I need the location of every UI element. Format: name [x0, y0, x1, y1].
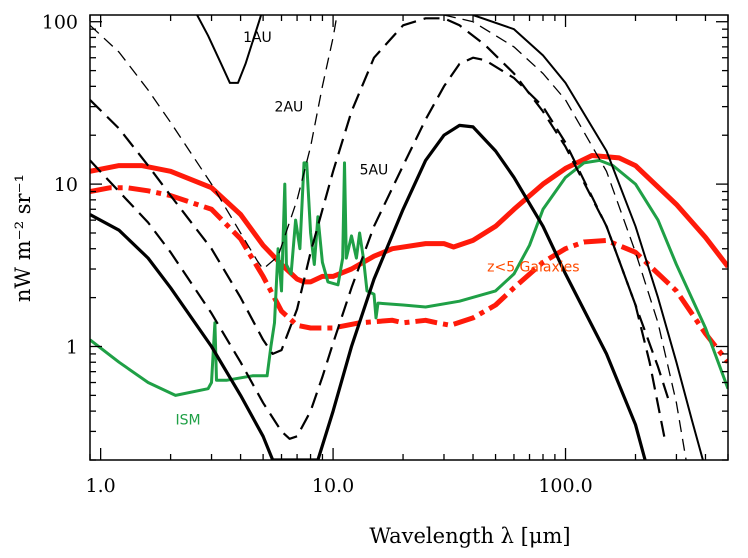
series-line-8	[443, 15, 687, 460]
y-tick-label: 100	[42, 12, 78, 34]
y-tick-label: 10	[54, 174, 78, 196]
y-axis-title: nW m⁻² sr⁻¹	[11, 174, 35, 302]
series-line-1	[90, 185, 728, 364]
x-axis-title: Wavelength λ [μm]	[369, 524, 570, 548]
x-tick-label: 100.0	[538, 475, 592, 497]
labels-layer: 1.0 10.0 100.0 1 10 100	[42, 12, 593, 497]
series-line-2	[90, 158, 728, 397]
series-line-3	[196, 15, 263, 84]
x-tick-label: 1.0	[86, 475, 116, 497]
series-line-0	[90, 153, 728, 285]
plot-frame	[89, 14, 729, 461]
x-tick-label: 10.0	[312, 475, 354, 497]
ticks-layer	[89, 15, 729, 461]
series-line-4	[90, 15, 338, 270]
series-layer	[90, 15, 728, 460]
series-line-5	[90, 17, 671, 404]
series-line-9	[472, 15, 704, 460]
annotation-label: z<5 Galaxies	[487, 259, 579, 275]
annotations-layer: 1AU 2AU 5AU z<5 Galaxies ISM	[176, 30, 580, 429]
series-line-7	[90, 123, 647, 460]
annotation-label: 5AU	[360, 162, 389, 178]
annotation-label: 2AU	[275, 99, 304, 115]
y-tick-label: 1	[66, 336, 78, 358]
annotation-label: ISM	[176, 413, 201, 429]
annotation-label: 1AU	[243, 30, 272, 46]
series-line-6	[90, 56, 667, 445]
